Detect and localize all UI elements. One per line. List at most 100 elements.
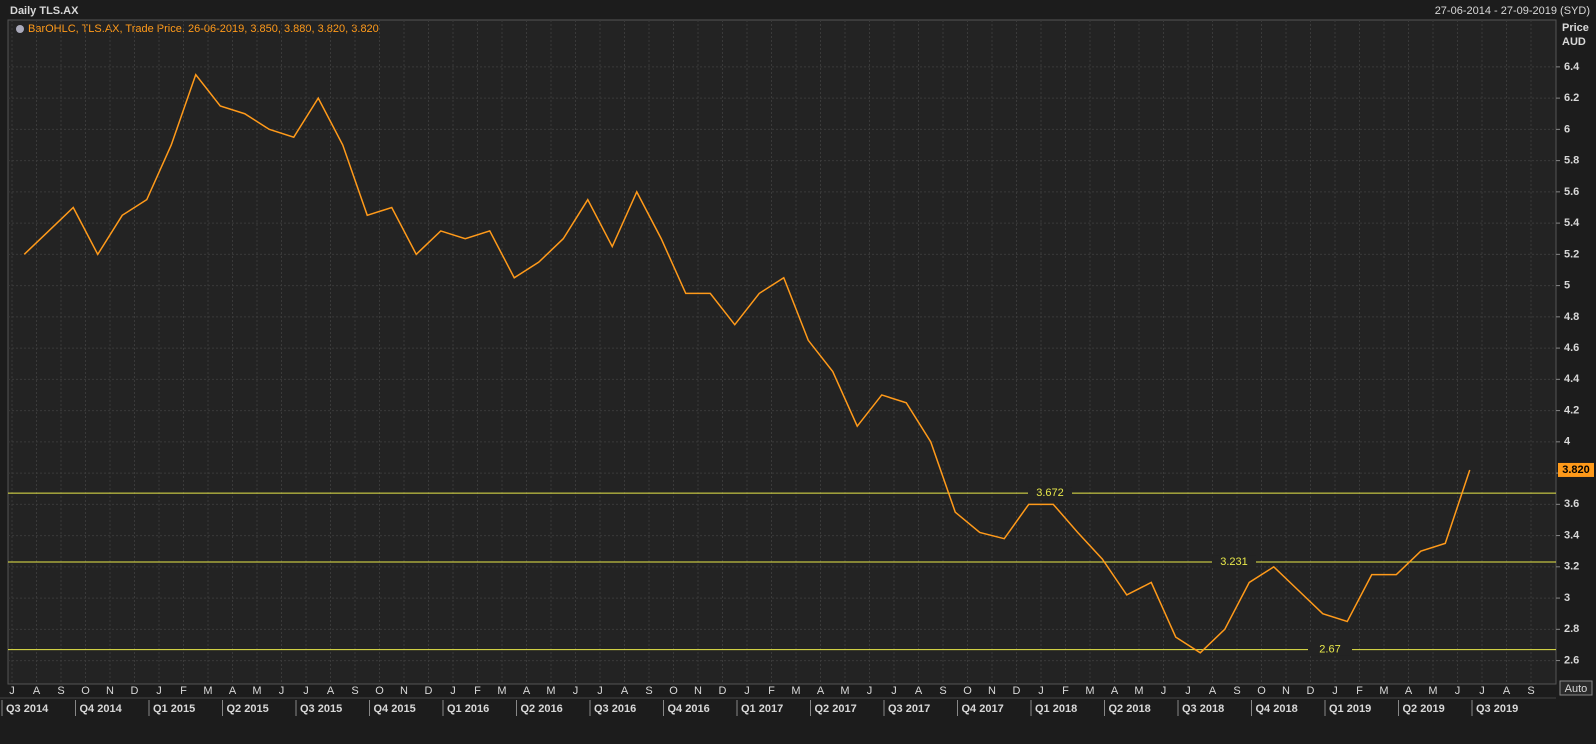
x-tick-label: J <box>867 685 873 697</box>
plot-area <box>7 19 1557 685</box>
x-tick-label: J <box>1455 685 1461 697</box>
x-tick-label: M <box>840 685 849 697</box>
x-tick-label: A <box>327 685 335 697</box>
x-tick-label: A <box>1111 685 1119 697</box>
x-tick-label: S <box>939 685 946 697</box>
x-tick-label: A <box>33 685 41 697</box>
x-tick-label: F <box>768 685 775 697</box>
y-tick-label: 3.4 <box>1564 529 1580 541</box>
x-tick-label: A <box>817 685 825 697</box>
quarter-label: Q1 2015 <box>153 703 195 715</box>
quarter-label: Q2 2018 <box>1109 703 1151 715</box>
x-tick-label: M <box>252 685 261 697</box>
x-tick-label: D <box>131 685 139 697</box>
quarter-label: Q1 2017 <box>741 703 783 715</box>
x-tick-label: F <box>1062 685 1069 697</box>
y-axis-label: Price <box>1562 22 1589 34</box>
x-tick-label: S <box>645 685 652 697</box>
y-tick-label: 4 <box>1564 436 1571 448</box>
x-tick-label: A <box>915 685 923 697</box>
x-tick-label: M <box>1379 685 1388 697</box>
x-tick-label: S <box>351 685 358 697</box>
x-tick-label: A <box>621 685 629 697</box>
y-tick-label: 4.2 <box>1564 404 1579 416</box>
chart-title: Daily TLS.AX <box>10 5 79 17</box>
x-tick-label: J <box>1185 685 1191 697</box>
quarter-label: Q2 2016 <box>521 703 563 715</box>
last-price-tag <box>1558 462 1594 477</box>
x-tick-label: J <box>279 685 285 697</box>
quarter-label: Q3 2019 <box>1476 703 1518 715</box>
x-tick-label: J <box>1479 685 1485 697</box>
x-tick-label: J <box>573 685 579 697</box>
quarter-label: Q2 2017 <box>815 703 857 715</box>
quarter-label: Q1 2016 <box>447 703 489 715</box>
x-tick-label: J <box>156 685 162 697</box>
y-tick-label: 3 <box>1564 592 1570 604</box>
legend-text: BarOHLC, TLS.AX, Trade Price, 26-06-2019… <box>28 23 379 35</box>
y-tick-label: 6 <box>1564 123 1570 135</box>
x-tick-label: M <box>497 685 506 697</box>
x-tick-label: F <box>1356 685 1363 697</box>
x-tick-label: M <box>1134 685 1143 697</box>
x-tick-label: M <box>1085 685 1094 697</box>
y-tick-label: 2.8 <box>1564 623 1579 635</box>
quarter-label: Q4 2014 <box>80 703 123 715</box>
x-tick-label: J <box>1161 685 1167 697</box>
last-price-label: 3.820 <box>1562 464 1590 476</box>
quarter-label: Q3 2015 <box>300 703 342 715</box>
level-label: 2.67 <box>1319 644 1340 656</box>
x-tick-label: D <box>425 685 433 697</box>
x-tick-label: J <box>744 685 750 697</box>
x-tick-label: F <box>474 685 481 697</box>
x-tick-label: O <box>669 685 678 697</box>
date-range: 27-06-2014 - 27-09-2019 (SYD) <box>1435 5 1590 17</box>
y-tick-label: 4.8 <box>1564 311 1579 323</box>
level-label: 3.672 <box>1036 487 1064 499</box>
auto-button[interactable] <box>1559 680 1593 696</box>
y-tick-label: 5.6 <box>1564 186 1579 198</box>
level-label-bg <box>1212 555 1256 568</box>
x-tick-label: M <box>1428 685 1437 697</box>
x-tick-label: F <box>180 685 187 697</box>
quarter-label: Q1 2018 <box>1035 703 1077 715</box>
x-tick-label: O <box>375 685 384 697</box>
y-tick-label: 5.4 <box>1564 217 1580 229</box>
y-tick-label: 4.4 <box>1564 373 1580 385</box>
quarter-label: Q3 2016 <box>594 703 636 715</box>
quarter-label: Q3 2014 <box>6 703 49 715</box>
x-tick-label: S <box>57 685 64 697</box>
x-tick-label: O <box>81 685 90 697</box>
x-tick-label: O <box>963 685 972 697</box>
x-tick-label: J <box>891 685 897 697</box>
y-tick-label: 5 <box>1564 280 1570 292</box>
quarter-label: Q4 2018 <box>1256 703 1298 715</box>
x-tick-label: S <box>1233 685 1240 697</box>
x-tick-label: D <box>719 685 727 697</box>
legend-icon[interactable] <box>16 25 24 33</box>
y-tick-label: 4.6 <box>1564 342 1579 354</box>
y-tick-label: 2.6 <box>1564 654 1579 666</box>
price-line <box>23 73 1471 654</box>
x-tick-label: J <box>303 685 309 697</box>
x-tick-label: A <box>1405 685 1413 697</box>
level-label-bg <box>1308 643 1352 656</box>
y-tick-label: 3.6 <box>1564 498 1579 510</box>
quarter-label: Q1 2019 <box>1329 703 1371 715</box>
quarter-label: Q2 2019 <box>1403 703 1445 715</box>
x-tick-label: A <box>1503 685 1511 697</box>
x-tick-label: D <box>1307 685 1315 697</box>
quarter-label: Q4 2015 <box>374 703 416 715</box>
x-tick-label: O <box>1257 685 1266 697</box>
y-axis-unit: AUD <box>1562 36 1586 48</box>
x-tick-label: J <box>597 685 603 697</box>
y-tick-label: 3.2 <box>1564 561 1579 573</box>
x-tick-label: A <box>1209 685 1217 697</box>
x-tick-label: J <box>1038 685 1044 697</box>
quarter-label: Q3 2018 <box>1182 703 1224 715</box>
auto-button-label[interactable]: Auto <box>1565 683 1588 695</box>
x-tick-label: N <box>106 685 114 697</box>
quarter-label: Q4 2017 <box>962 703 1004 715</box>
x-tick-label: J <box>9 685 15 697</box>
x-tick-label: J <box>450 685 456 697</box>
